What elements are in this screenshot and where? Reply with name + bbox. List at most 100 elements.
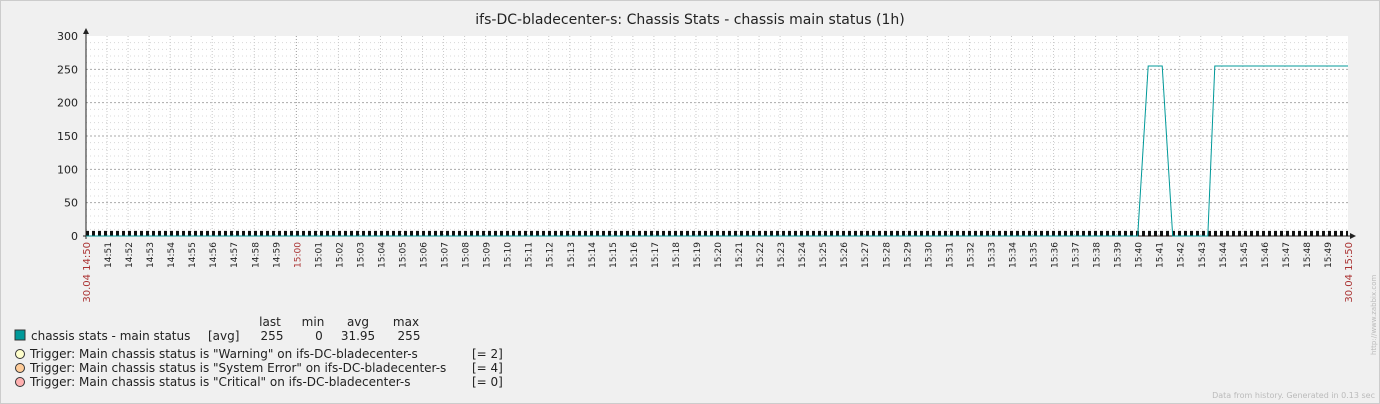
y-axis-arrow bbox=[83, 28, 89, 34]
x-tick-label: 15:21 bbox=[735, 242, 745, 268]
x-tick-label: 15:24 bbox=[798, 242, 808, 268]
x-tick-label: 15:19 bbox=[693, 242, 703, 268]
trigger-warning-value: [= 2] bbox=[472, 347, 503, 361]
x-tick-label: 15:16 bbox=[630, 242, 640, 268]
x-tick-label: 15:45 bbox=[1240, 242, 1250, 268]
trigger-system-error-label: Trigger: Main chassis status is "System … bbox=[29, 361, 446, 375]
x-tick-label: 15:03 bbox=[356, 242, 366, 268]
x-tick-label: 15:01 bbox=[314, 242, 324, 268]
x-tick-label: 15:38 bbox=[1093, 242, 1103, 268]
x-tick-label: 14:59 bbox=[272, 242, 282, 268]
x-tick-label: 15:49 bbox=[1324, 242, 1334, 268]
x-tick-label: 15:29 bbox=[903, 242, 913, 268]
x-tick-label: 15:13 bbox=[567, 242, 577, 268]
legend-last-value: 255 bbox=[261, 329, 284, 343]
x-tick-label: 15:35 bbox=[1030, 242, 1040, 268]
zabbix-watermark: http://www.zabbix.com bbox=[1370, 275, 1378, 355]
x-tick-label: 14:58 bbox=[251, 242, 261, 268]
y-tick-label: 100 bbox=[57, 163, 78, 176]
y-tick-label: 0 bbox=[71, 230, 78, 243]
x-tick-label: 14:57 bbox=[230, 242, 240, 268]
x-tick-label: 15:26 bbox=[840, 242, 850, 268]
x-tick-label: 15:27 bbox=[861, 242, 871, 268]
trigger-critical-value: [= 0] bbox=[472, 375, 503, 389]
x-tick-label: 15:14 bbox=[588, 242, 598, 268]
grid-lines bbox=[86, 36, 1348, 236]
x-tick-label: 15:06 bbox=[420, 242, 430, 268]
legend-header-avg: avg bbox=[347, 315, 369, 329]
x-tick-label: 15:48 bbox=[1303, 242, 1313, 268]
x-tick-label: 15:04 bbox=[377, 242, 387, 268]
series-swatch bbox=[14, 329, 26, 341]
footer-generated: Data from history. Generated in 0.13 sec bbox=[1212, 391, 1375, 400]
x-tick-label: 15:31 bbox=[945, 242, 955, 268]
x-tick-label: 15:17 bbox=[651, 242, 661, 268]
legend: last min avg max chassis stats - main st… bbox=[14, 315, 503, 389]
x-tick-label: 14:55 bbox=[188, 242, 198, 268]
x-tick-label: 14:53 bbox=[146, 242, 156, 268]
x-tick-label: 15:09 bbox=[483, 242, 493, 268]
x-tick-label: 14:54 bbox=[167, 242, 177, 268]
y-tick-label: 300 bbox=[57, 30, 78, 43]
x-tick-label: 15:42 bbox=[1177, 242, 1187, 268]
x-tick-label: 15:34 bbox=[1008, 242, 1018, 268]
x-end-label: 30.04 15:50 bbox=[1344, 242, 1355, 303]
trigger-warning-label: Trigger: Main chassis status is "Warning… bbox=[29, 347, 418, 361]
x-tick-label: 15:08 bbox=[462, 242, 472, 268]
legend-header-max: max bbox=[393, 315, 419, 329]
legend-series-name: chassis stats - main status bbox=[31, 329, 190, 343]
y-tick-label: 50 bbox=[64, 197, 78, 210]
x-tick-label: 15:07 bbox=[441, 242, 451, 268]
x-tick-label: 15:02 bbox=[335, 242, 345, 268]
legend-header-last: last bbox=[259, 315, 281, 329]
x-tick-label: 15:44 bbox=[1219, 242, 1229, 268]
x-tick-label: 14:52 bbox=[125, 242, 135, 268]
x-tick-label: 15:12 bbox=[546, 242, 556, 268]
legend-header-min: min bbox=[302, 315, 325, 329]
x-tick-label: 15:20 bbox=[714, 242, 724, 268]
x-tick-label: 15:22 bbox=[756, 242, 766, 268]
x-tick-label: 15:32 bbox=[966, 242, 976, 268]
x-tick-label: 15:36 bbox=[1051, 242, 1061, 268]
legend-series-func: [avg] bbox=[208, 329, 239, 343]
y-tick-label: 200 bbox=[57, 97, 78, 110]
x-tick-label: 15:23 bbox=[777, 242, 787, 268]
y-tick-label: 250 bbox=[57, 63, 78, 76]
x-axis-arrow bbox=[1350, 233, 1356, 239]
trigger-critical-label: Trigger: Main chassis status is "Critica… bbox=[29, 375, 410, 389]
x-tick-label: 15:00 bbox=[293, 242, 303, 268]
x-tick-label: 15:30 bbox=[924, 242, 934, 268]
x-tick-label: 15:39 bbox=[1114, 242, 1124, 268]
series-line bbox=[86, 65, 1348, 237]
trigger-system-error-dot bbox=[15, 363, 25, 373]
x-tick-label: 15:10 bbox=[504, 242, 514, 268]
x-tick-label: 14:56 bbox=[209, 242, 219, 268]
legend-avg-value: 31.95 bbox=[341, 329, 375, 343]
x-tick-label: 15:46 bbox=[1261, 242, 1271, 268]
y-tick-label: 150 bbox=[57, 130, 78, 143]
x-tick-label: 15:15 bbox=[609, 242, 619, 268]
x-tick-label: 15:43 bbox=[1198, 242, 1208, 268]
x-tick-label: 15:40 bbox=[1135, 242, 1145, 268]
x-tick-label: 15:33 bbox=[987, 242, 997, 268]
y-tick-labels: 0 50 100 150 200 250 300 bbox=[57, 30, 78, 243]
x-tick-label: 15:25 bbox=[819, 242, 829, 268]
x-tick-label: 15:41 bbox=[1156, 242, 1166, 268]
chart-title: ifs-DC-bladecenter-s: Chassis Stats - ch… bbox=[475, 12, 904, 28]
x-tick-label: 15:18 bbox=[672, 242, 682, 268]
x-tick-label: 15:11 bbox=[525, 242, 535, 268]
x-tick-label: 14:51 bbox=[104, 242, 114, 268]
trigger-system-error-value: [= 4] bbox=[472, 361, 503, 375]
legend-max-value: 255 bbox=[398, 329, 421, 343]
x-start-label: 30.04 14:50 bbox=[82, 242, 93, 303]
legend-min-value: 0 bbox=[315, 329, 323, 343]
trigger-warning-dot bbox=[15, 349, 25, 359]
x-tick-label: 15:37 bbox=[1072, 242, 1082, 268]
x-tick-labels: 14:51 14:52 14:53 14:54 14:55 14:56 14:57 14:58… bbox=[82, 242, 1355, 303]
series-layer bbox=[86, 65, 1348, 237]
x-tick-label: 15:28 bbox=[882, 242, 892, 268]
x-tick-label: 15:47 bbox=[1282, 242, 1292, 268]
trigger-critical-dot bbox=[15, 377, 25, 387]
